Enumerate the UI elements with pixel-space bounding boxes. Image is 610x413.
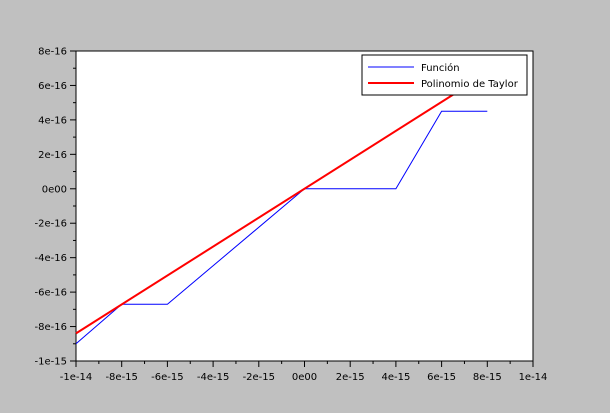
x-tick-label: 8e-15 [473, 372, 502, 383]
y-tick-label: -8e-16 [35, 322, 67, 333]
series-line-1 [75, 90, 460, 335]
x-tick-label: 1e-14 [519, 372, 548, 383]
plot-area [75, 50, 534, 362]
x-tick-label: -6e-15 [151, 372, 183, 383]
y-tick-label: -2e-16 [35, 219, 67, 230]
y-tick-label: 6e-16 [38, 81, 67, 92]
legend-label-funcion: Función [421, 62, 460, 74]
x-tick-label: 2e-15 [336, 372, 365, 383]
axis-ticks: -1e-14 -8e-15 -6e-15 -4e-15 -2e-15 0e00 2e-15 4… [35, 47, 548, 384]
y-tick-label: 4e-16 [38, 115, 67, 126]
y-tick-label: 8e-16 [38, 47, 67, 58]
x-tick-label: 4e-15 [381, 372, 410, 383]
y-tick-label: -1e-15 [35, 357, 67, 368]
legend-label-taylor: Polinomio de Taylor [421, 79, 519, 90]
x-tick-label: 6e-15 [427, 372, 456, 383]
y-tick-label: 2e-16 [38, 150, 67, 161]
x-tick-label: -1e-14 [60, 372, 92, 383]
x-tick-label: -2e-15 [243, 372, 275, 383]
x-tick-label: 0e00 [292, 372, 317, 383]
y-tick-label: -4e-16 [35, 253, 67, 264]
y-tick-label: -6e-16 [35, 288, 67, 299]
legend: Función Polinomio de Taylor [361, 54, 528, 96]
x-tick-label: -8e-15 [105, 372, 137, 383]
y-tick-label: 0e00 [42, 184, 67, 195]
x-tick-label: -4e-15 [197, 372, 229, 383]
legend-box [361, 54, 528, 96]
series-group [75, 90, 488, 345]
